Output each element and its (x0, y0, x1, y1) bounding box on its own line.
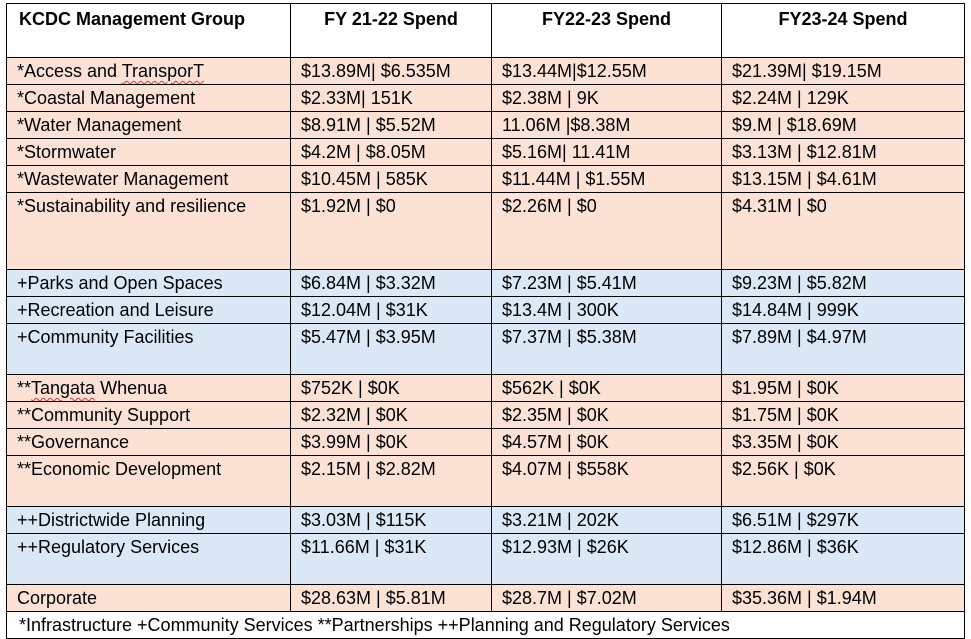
cell-fy23-24: $1.95M | $0K (721, 374, 965, 402)
row-label: **Tangata Whenua (6, 374, 291, 402)
row-label: **Community Support (6, 401, 291, 429)
table-row: **Economic Development $2.15M | $2.82M $… (6, 455, 965, 507)
cell-fy22-23: $4.57M | $0K (491, 428, 722, 456)
cell-fy21-22: $3.99M | $0K (290, 428, 492, 456)
cell-fy23-24: $14.84M | 999K (721, 296, 965, 324)
spend-table: KCDC Management Group FY 21-22 Spend FY2… (6, 3, 965, 639)
cell-fy22-23: $2.38M | 9K (491, 84, 722, 112)
cell-fy21-22: $11.66M | $31K (290, 533, 492, 585)
cell-fy23-24: $2.24M | 129K (721, 84, 965, 112)
row-label: Corporate (6, 584, 291, 612)
row-label: +Community Facilities (6, 323, 291, 375)
header-group: KCDC Management Group (6, 3, 291, 58)
header-row: KCDC Management Group FY 21-22 Spend FY2… (6, 3, 965, 58)
cell-fy23-24: $13.15M | $4.61M (721, 165, 965, 193)
row-label: *Stormwater (6, 138, 291, 166)
cell-fy21-22: $10.45M | 585K (290, 165, 492, 193)
cell-fy22-23: $11.44M | $1.55M (491, 165, 722, 193)
cell-fy23-24: $2.56K | $0K (721, 455, 965, 507)
cell-fy23-24: $6.51M | $297K (721, 506, 965, 534)
cell-fy23-24: $9.M | $18.69M (721, 111, 965, 139)
row-label: +Recreation and Leisure (6, 296, 291, 324)
cell-fy21-22: $5.47M | $3.95M (290, 323, 492, 375)
cell-fy21-22: $2.15M | $2.82M (290, 455, 492, 507)
cell-fy22-23: $5.16M| 11.41M (491, 138, 722, 166)
cell-fy23-24: $4.31M | $0 (721, 192, 965, 270)
spellcheck-flag: Tangata (31, 378, 96, 398)
cell-fy22-23: $7.37M | $5.38M (491, 323, 722, 375)
cell-fy22-23: $2.35M | $0K (491, 401, 722, 429)
cell-fy21-22: $12.04M | $31K (290, 296, 492, 324)
cell-fy21-22: $2.33M| 151K (290, 84, 492, 112)
row-label: *Coastal Management (6, 84, 291, 112)
table-row: +Community Facilities $5.47M | $3.95M $7… (6, 323, 965, 375)
cell-fy23-24: $3.13M | $12.81M (721, 138, 965, 166)
row-label: **Economic Development (6, 455, 291, 507)
table-row: *Stormwater $4.2M | $8.05M $5.16M| 11.41… (6, 138, 965, 166)
row-label: *Wastewater Management (6, 165, 291, 193)
table-row: *Sustainability and resilience $1.92M | … (6, 192, 965, 270)
cell-fy21-22: $752K | $0K (290, 374, 492, 402)
cell-fy23-24: $12.86M | $36K (721, 533, 965, 585)
cell-fy22-23: $4.07M | $558K (491, 455, 722, 507)
row-label: *Sustainability and resilience (6, 192, 291, 270)
table-row: *Wastewater Management $10.45M | 585K $1… (6, 165, 965, 193)
table-row: **Governance $3.99M | $0K $4.57M | $0K $… (6, 428, 965, 456)
cell-fy22-23: $13.44M|$12.55M (491, 57, 722, 85)
cell-fy23-24: $21.39M| $19.15M (721, 57, 965, 85)
spellcheck-flag: TransporT (121, 61, 205, 81)
cell-fy21-22: $8.91M | $5.52M (290, 111, 492, 139)
table-row: ++Regulatory Services $11.66M | $31K $12… (6, 533, 965, 585)
cell-fy23-24: $35.36M | $1.94M (721, 584, 965, 612)
table-row: +Recreation and Leisure $12.04M | $31K $… (6, 296, 965, 324)
table-row: +Parks and Open Spaces $6.84M | $3.32M $… (6, 269, 965, 297)
cell-fy21-22: $1.92M | $0 (290, 192, 492, 270)
cell-fy22-23: 11.06M |$8.38M (491, 111, 722, 139)
cell-fy23-24: $7.89M | $4.97M (721, 323, 965, 375)
cell-fy21-22: $13.89M| $6.535M (290, 57, 492, 85)
cell-fy22-23: $13.4M | 300K (491, 296, 722, 324)
cell-fy21-22: $6.84M | $3.32M (290, 269, 492, 297)
table-row: ++Districtwide Planning $3.03M | $115K $… (6, 506, 965, 534)
header-fy22-23: FY22-23 Spend (491, 3, 722, 58)
cell-fy23-24: $1.75M | $0K (721, 401, 965, 429)
legend-footnote: *Infrastructure +Community Services **Pa… (6, 611, 965, 639)
row-label: *Access and TransporT (6, 57, 291, 85)
row-label: **Governance (6, 428, 291, 456)
row-label: +Parks and Open Spaces (6, 269, 291, 297)
cell-fy22-23: $562K | $0K (491, 374, 722, 402)
table-row: **Community Support $2.32M | $0K $2.35M … (6, 401, 965, 429)
cell-fy22-23: $2.26M | $0 (491, 192, 722, 270)
cell-fy23-24: $3.35M | $0K (721, 428, 965, 456)
table-row: **Tangata Whenua $752K | $0K $562K | $0K… (6, 374, 965, 402)
cell-fy22-23: $3.21M | 202K (491, 506, 722, 534)
footnote-row: *Infrastructure +Community Services **Pa… (6, 611, 965, 639)
row-label: ++Districtwide Planning (6, 506, 291, 534)
row-label: *Water Management (6, 111, 291, 139)
cell-fy21-22: $2.32M | $0K (290, 401, 492, 429)
header-fy23-24: FY23-24 Spend (721, 3, 965, 58)
cell-fy23-24: $9.23M | $5.82M (721, 269, 965, 297)
cell-fy21-22: $3.03M | $115K (290, 506, 492, 534)
header-fy21-22: FY 21-22 Spend (290, 3, 492, 58)
row-label: ++Regulatory Services (6, 533, 291, 585)
table-row: *Coastal Management $2.33M| 151K $2.38M … (6, 84, 965, 112)
table-row: *Water Management $8.91M | $5.52M 11.06M… (6, 111, 965, 139)
cell-fy22-23: $12.93M | $26K (491, 533, 722, 585)
table-row: *Access and TransporT $13.89M| $6.535M $… (6, 57, 965, 85)
table-row: Corporate $28.63M | $5.81M $28.7M | $7.0… (6, 584, 965, 612)
cell-fy21-22: $4.2M | $8.05M (290, 138, 492, 166)
cell-fy22-23: $7.23M | $5.41M (491, 269, 722, 297)
cell-fy21-22: $28.63M | $5.81M (290, 584, 492, 612)
cell-fy22-23: $28.7M | $7.02M (491, 584, 722, 612)
